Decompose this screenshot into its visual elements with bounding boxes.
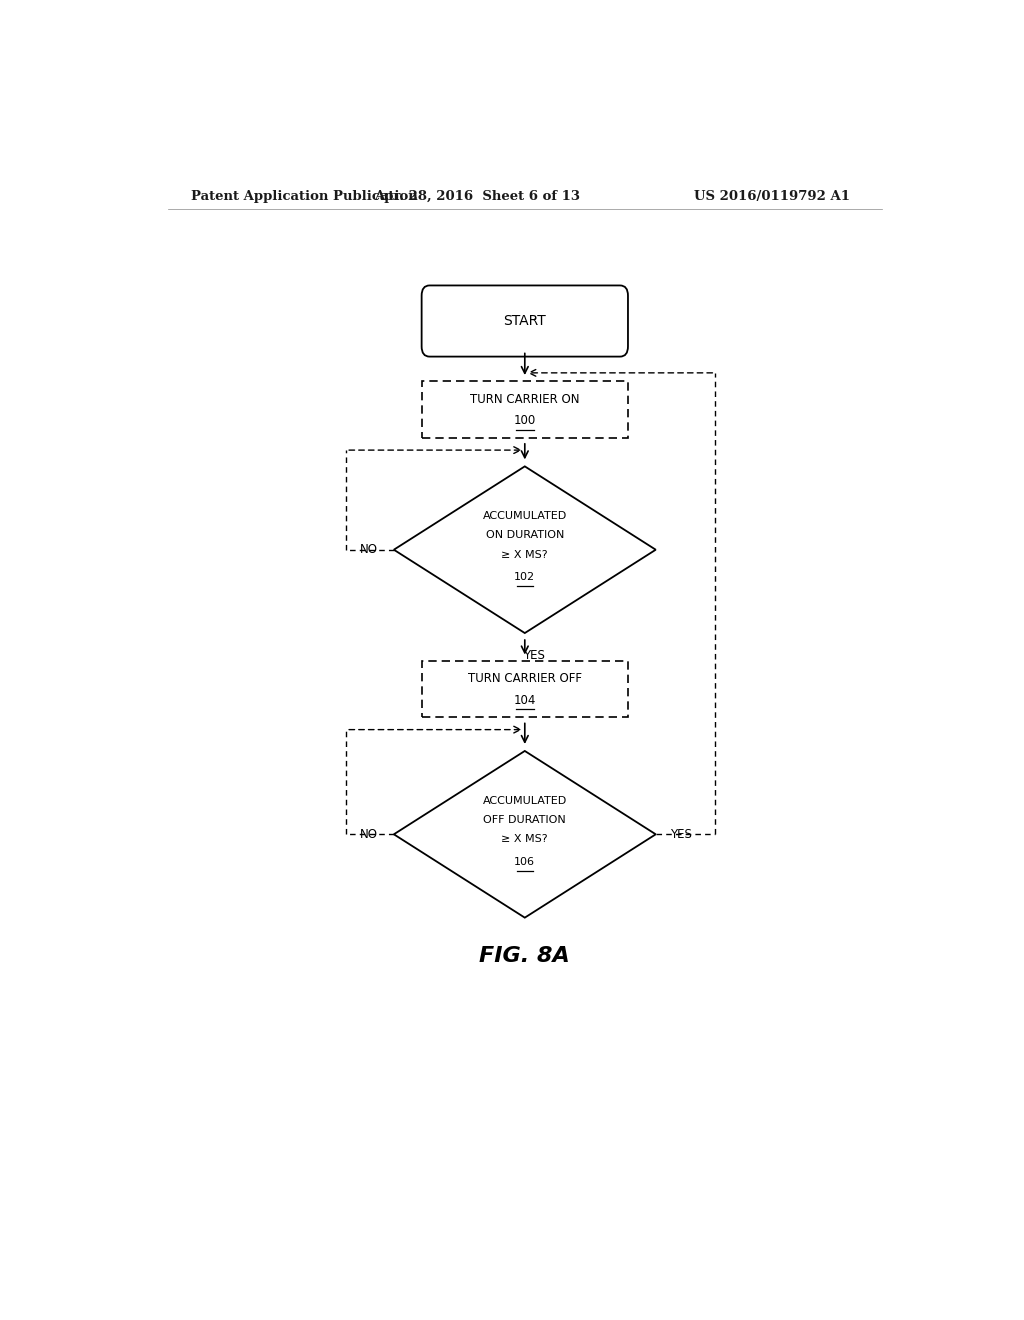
Text: 100: 100 [514,414,536,428]
Text: START: START [504,314,546,329]
Text: OFF DURATION: OFF DURATION [483,814,566,825]
Text: ACCUMULATED: ACCUMULATED [482,511,567,521]
Text: US 2016/0119792 A1: US 2016/0119792 A1 [694,190,850,202]
Text: ≥ X MS?: ≥ X MS? [502,834,548,845]
Text: 104: 104 [514,693,536,706]
Text: TURN CARRIER ON: TURN CARRIER ON [470,393,580,405]
Bar [422,660,628,718]
Text: TURN CARRIER OFF: TURN CARRIER OFF [468,672,582,685]
Text: ACCUMULATED: ACCUMULATED [482,796,567,805]
Text: FIG. 8A: FIG. 8A [479,946,570,966]
Text: NO: NO [359,544,378,556]
Text: 106: 106 [514,857,536,867]
Polygon shape [394,751,655,917]
Bar [422,381,628,438]
FancyBboxPatch shape [422,285,628,356]
Text: 102: 102 [514,572,536,582]
Text: Apr. 28, 2016  Sheet 6 of 13: Apr. 28, 2016 Sheet 6 of 13 [374,190,581,202]
Text: Patent Application Publication: Patent Application Publication [191,190,418,202]
Text: NO: NO [359,828,378,841]
Text: YES: YES [670,828,692,841]
Polygon shape [394,466,655,634]
Text: YES: YES [523,649,545,661]
Text: ON DURATION: ON DURATION [485,531,564,540]
Text: ≥ X MS?: ≥ X MS? [502,550,548,560]
